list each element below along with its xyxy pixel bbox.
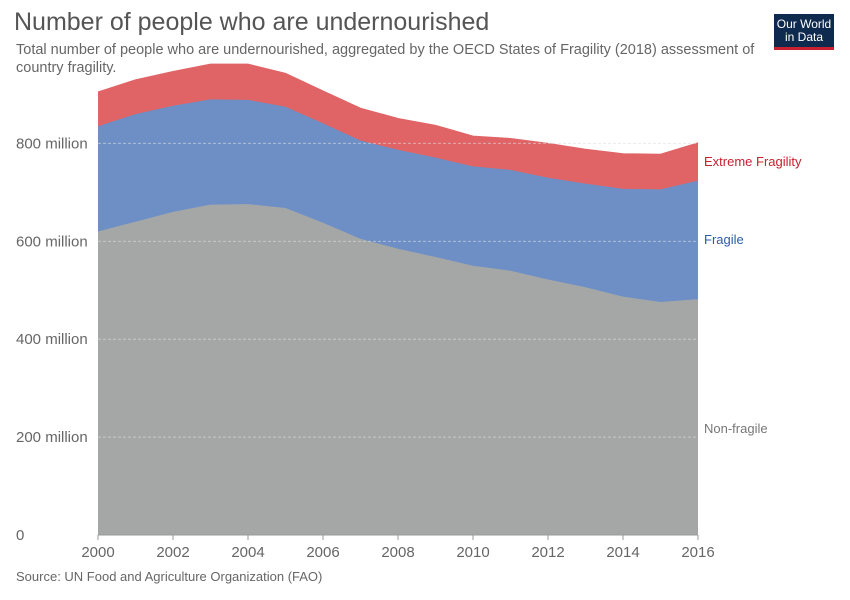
line-extreme-fragility	[97, 63, 699, 155]
x-tick-label: 2012	[531, 544, 564, 561]
x-tick-label: 2014	[606, 544, 639, 561]
y-tick-label: 800 million	[16, 135, 88, 152]
series-label-extreme-fragility: Extreme Fragility	[704, 154, 802, 169]
series-labels: Non-fragile Fragile Extreme Fragility	[704, 154, 802, 436]
logo-line-2: in Data	[784, 30, 824, 44]
chart-title: Number of people who are undernourished	[14, 8, 490, 36]
chart-subtitle: Total number of people who are undernour…	[16, 42, 755, 76]
series-label-non-fragile: Non-fragile	[704, 421, 768, 436]
area-series	[97, 63, 699, 535]
series-label-fragile: Fragile	[704, 232, 744, 247]
x-tick-label: 2010	[456, 544, 489, 561]
area-non-fragile	[98, 204, 698, 535]
area-fragile	[98, 99, 698, 303]
y-tick-label: 0	[16, 527, 24, 544]
y-tick-label: 600 million	[16, 233, 88, 250]
x-tick-label: 2016	[681, 544, 714, 561]
x-axis: 2000 2002 2004 2006 2008 2010 2012 2014 2016	[81, 534, 715, 561]
y-tick-label: 200 million	[16, 429, 88, 446]
x-tick-label: 2004	[231, 544, 264, 561]
area-extreme-fragility	[98, 64, 698, 190]
x-tick-label: 2000	[81, 544, 114, 561]
x-tick-label: 2008	[381, 544, 414, 561]
y-axis: 0 200 million 400 million 600 million 800 mi…	[16, 135, 88, 544]
source-note: Source: UN Food and Agriculture Organiza…	[16, 569, 323, 584]
gridlines	[98, 142, 698, 438]
owid-logo[interactable]: Our World in Data	[774, 14, 834, 50]
y-tick-label: 400 million	[16, 331, 88, 348]
x-tick-label: 2006	[306, 544, 339, 561]
x-tick-label: 2002	[156, 544, 189, 561]
logo-line-1: Our World	[776, 17, 832, 31]
